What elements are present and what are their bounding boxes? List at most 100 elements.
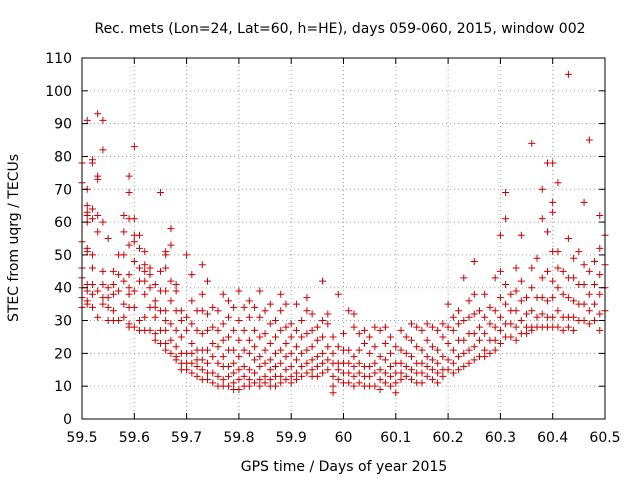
data-point bbox=[596, 212, 604, 220]
data-point bbox=[204, 277, 212, 285]
data-point bbox=[376, 366, 384, 374]
data-point bbox=[99, 116, 107, 124]
data-point bbox=[209, 353, 217, 361]
data-point bbox=[261, 359, 269, 367]
data-point bbox=[381, 379, 389, 387]
data-point bbox=[94, 228, 102, 236]
data-point bbox=[261, 307, 269, 315]
y-tick-label: 50 bbox=[54, 248, 72, 264]
data-point bbox=[125, 172, 133, 180]
data-point bbox=[183, 313, 191, 321]
data-point bbox=[99, 218, 107, 226]
data-point bbox=[334, 366, 342, 374]
data-point bbox=[455, 320, 463, 328]
data-point bbox=[287, 349, 295, 357]
data-point bbox=[177, 307, 185, 315]
data-point bbox=[162, 264, 170, 272]
data-point bbox=[204, 310, 212, 318]
data-point bbox=[423, 372, 431, 380]
data-point bbox=[235, 336, 243, 344]
data-point bbox=[418, 379, 426, 387]
data-point bbox=[319, 369, 327, 377]
data-point bbox=[245, 336, 253, 344]
data-point bbox=[470, 290, 478, 298]
data-point bbox=[94, 212, 102, 220]
data-point bbox=[517, 297, 525, 305]
data-point bbox=[475, 336, 483, 344]
data-point bbox=[172, 287, 180, 295]
data-point bbox=[570, 326, 578, 334]
data-point bbox=[303, 359, 311, 367]
data-point bbox=[387, 362, 395, 370]
data-point bbox=[329, 389, 337, 397]
data-point bbox=[172, 356, 180, 364]
data-point bbox=[554, 323, 562, 331]
data-point bbox=[272, 333, 280, 341]
data-point bbox=[538, 294, 546, 302]
data-point bbox=[355, 359, 363, 367]
data-point bbox=[444, 366, 452, 374]
data-point bbox=[88, 251, 96, 259]
data-point bbox=[455, 366, 463, 374]
data-point bbox=[554, 179, 562, 187]
data-point bbox=[204, 326, 212, 334]
data-point bbox=[517, 317, 525, 325]
y-tick-label: 10 bbox=[54, 379, 72, 395]
data-point bbox=[230, 379, 238, 387]
data-point bbox=[460, 317, 468, 325]
data-point bbox=[272, 382, 280, 390]
data-point bbox=[528, 326, 536, 334]
data-point bbox=[99, 280, 107, 288]
data-point bbox=[198, 307, 206, 315]
data-point bbox=[219, 336, 227, 344]
data-point bbox=[198, 356, 206, 364]
data-point bbox=[407, 366, 415, 374]
data-point bbox=[141, 290, 149, 298]
data-point bbox=[319, 359, 327, 367]
data-point bbox=[224, 297, 232, 305]
data-point bbox=[193, 362, 201, 370]
data-point bbox=[329, 382, 337, 390]
data-point bbox=[235, 317, 243, 325]
data-point bbox=[209, 323, 217, 331]
data-point bbox=[256, 333, 264, 341]
data-point bbox=[434, 359, 442, 367]
data-point bbox=[470, 257, 478, 265]
data-point bbox=[277, 307, 285, 315]
data-point bbox=[214, 343, 222, 351]
y-tick-label: 80 bbox=[54, 149, 72, 165]
data-point bbox=[371, 323, 379, 331]
data-point bbox=[423, 320, 431, 328]
data-point bbox=[434, 379, 442, 387]
data-point bbox=[591, 280, 599, 288]
data-point bbox=[465, 359, 473, 367]
data-point bbox=[591, 257, 599, 265]
data-point bbox=[455, 307, 463, 315]
data-point bbox=[198, 330, 206, 338]
data-point bbox=[83, 116, 91, 124]
data-points bbox=[78, 70, 609, 397]
data-point bbox=[502, 280, 510, 288]
data-point bbox=[219, 290, 227, 298]
data-point bbox=[418, 326, 426, 334]
y-tick-label: 70 bbox=[54, 182, 72, 198]
data-point bbox=[329, 372, 337, 380]
data-point bbox=[230, 369, 238, 377]
data-point bbox=[439, 333, 447, 341]
data-point bbox=[486, 349, 494, 357]
data-point bbox=[209, 369, 217, 377]
data-point bbox=[350, 382, 358, 390]
data-point bbox=[277, 359, 285, 367]
data-point bbox=[444, 356, 452, 364]
data-point bbox=[366, 362, 374, 370]
data-point bbox=[256, 382, 264, 390]
data-point bbox=[282, 353, 290, 361]
data-point bbox=[256, 313, 264, 321]
data-point bbox=[486, 320, 494, 328]
data-point bbox=[517, 231, 525, 239]
y-tick-label: 40 bbox=[54, 281, 72, 297]
data-point bbox=[83, 202, 91, 210]
data-point bbox=[345, 346, 353, 354]
data-point bbox=[596, 310, 604, 318]
data-point bbox=[120, 277, 128, 285]
